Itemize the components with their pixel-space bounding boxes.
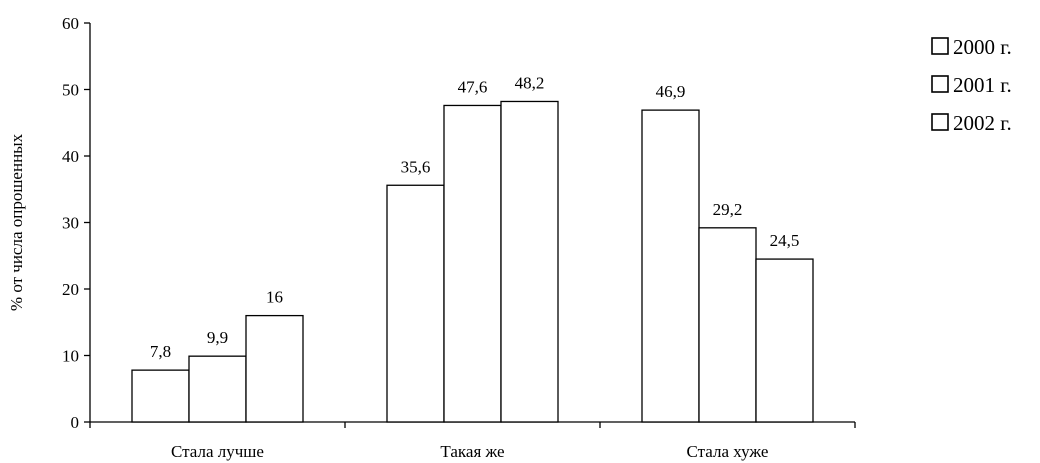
data-label: 46,9 [656,82,686,101]
y-tick-label: 20 [62,280,79,299]
data-labels: 7,8 9,9 16 35,6 47,6 48,2 46,9 29,2 24,5 [150,73,800,361]
bar [698,227,757,423]
data-label: 7,8 [150,342,171,361]
bar [443,104,502,423]
y-axis-label-group: % от числа опрошенных [7,133,26,311]
data-label: 29,2 [713,200,743,219]
data-label: 24,5 [770,231,800,250]
bar [188,355,247,423]
legend-label: 2001 г. [953,73,1012,97]
y-tick-label: 50 [62,81,79,100]
category-labels: Стала лучше Такая же Стала хуже [171,442,768,461]
data-label: 48,2 [515,73,545,92]
y-tick-label: 60 [62,14,79,33]
legend-label: 2002 г. [953,111,1012,135]
bar [755,258,814,423]
category-label: Стала хуже [687,442,769,461]
bar [641,109,700,423]
bar [500,100,559,423]
category-label: Такая же [440,442,504,461]
data-label: 47,6 [458,77,488,96]
legend-swatch [931,113,949,131]
legend-label: 2000 г. [953,35,1012,59]
data-label: 35,6 [401,157,431,176]
legend-swatch [931,75,949,93]
y-tick-label: 40 [62,147,79,166]
bar [245,314,304,423]
y-tick-label: 0 [71,413,80,432]
y-axis-label: % от числа опрошенных [7,133,26,311]
data-label: 16 [266,288,283,307]
category-label: Стала лучше [171,442,264,461]
y-tick-label: 10 [62,347,79,366]
data-label: 9,9 [207,328,228,347]
bar [131,369,190,423]
legend-swatch [931,37,949,55]
y-ticks: 0 10 20 30 40 50 60 [62,14,90,432]
bars [131,100,814,423]
bar [386,184,445,423]
legend: 2000 г. 2001 г. 2002 г. [931,35,1012,135]
y-tick-label: 30 [62,214,79,233]
